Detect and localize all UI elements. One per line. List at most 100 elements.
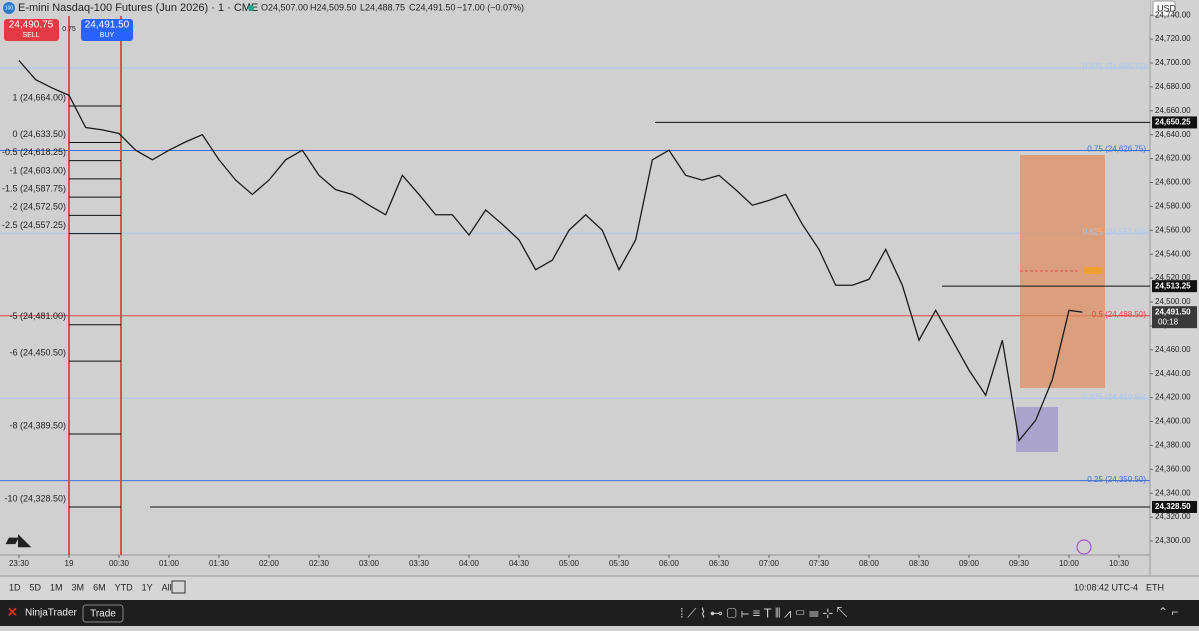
y-tick-label: 24,360.00: [1155, 464, 1191, 473]
buy-price: 24,491.50: [85, 20, 130, 31]
buy-label: BUY: [100, 32, 115, 39]
y-tick-label: 24,580.00: [1155, 202, 1191, 211]
countdown: 00:18: [1158, 317, 1179, 326]
y-tick-label: 24,740.00: [1155, 10, 1191, 19]
symbol-title: E-mini Nasdaq-100 Futures (Jun 2026) · 1…: [18, 2, 258, 14]
ohlc-high: H24,509.50: [310, 2, 357, 12]
x-tick-label: 08:00: [859, 559, 880, 568]
range-button[interactable]: 6M: [93, 582, 106, 592]
y-tick-label: 24,320.00: [1155, 512, 1191, 521]
level-label: -2.5 (24,557.25): [2, 220, 66, 230]
brand: NinjaTrader: [25, 608, 78, 619]
y-tick-label: 24,660.00: [1155, 106, 1191, 115]
x-tick-label: 04:30: [509, 559, 530, 568]
price-line: [18, 60, 1083, 443]
taskbar-controls[interactable]: ⌃ ⌐: [1158, 605, 1178, 619]
spread: 0.75: [62, 26, 76, 33]
currency[interactable]: USD: [1157, 3, 1177, 13]
price-tag: [1152, 280, 1197, 293]
y-tick-label: 24,380.00: [1155, 441, 1191, 450]
level-label: -6 (24,450.50): [9, 348, 66, 358]
y-tick-label: 24,640.00: [1155, 130, 1191, 139]
x-tick-label: 10:30: [1109, 559, 1130, 568]
y-tick-label: 24,540.00: [1155, 249, 1191, 258]
y-tick-label: 24,500.00: [1155, 297, 1191, 306]
fib-label: 0.875 (24,695.75): [1083, 62, 1146, 71]
x-tick-label: 10:00: [1059, 559, 1080, 568]
badge: 100: [5, 5, 14, 11]
x-tick-label: 09:00: [959, 559, 980, 568]
tv-logo: ▰◣: [5, 532, 32, 549]
sell-label: SELL: [22, 32, 39, 39]
x-tick-label: 23:30: [9, 559, 30, 568]
drawing-tools[interactable]: ⁞ ⟋ ⌇ ⊷ ▢ ⊢ ≡ T ⫴ ⩘ ▭ ☰ ⊹ ↖: [680, 605, 848, 620]
level-label: -8 (24,389.50): [9, 420, 66, 430]
y-tick-label: 24,300.00: [1155, 536, 1191, 545]
ohlc-open: O24,507.00: [261, 2, 308, 12]
fib-label: 0.75 (24,626.75): [1087, 145, 1146, 154]
level-label: -1 (24,603.00): [9, 165, 66, 175]
fib-label: 0.375 (24,419.50): [1083, 392, 1146, 401]
range-button[interactable]: 1D: [9, 582, 21, 592]
y-tick-label: 24,620.00: [1155, 154, 1191, 163]
fib-label: 0.625 (24,557.50): [1083, 227, 1146, 236]
price-tag-label: 24,650.25: [1155, 118, 1191, 127]
level-label: -1.5 (24,587.75): [2, 184, 66, 194]
x-tick-label: 01:00: [159, 559, 180, 568]
x-tick-label: 07:30: [809, 559, 830, 568]
ninja-logo: ✕: [7, 604, 18, 619]
x-tick-label: 06:30: [709, 559, 730, 568]
level-label: -0.5 (24,618.25): [2, 147, 66, 157]
fib-label: 0.5 (24,488.50): [1092, 310, 1147, 319]
x-tick-label: 04:00: [459, 559, 480, 568]
x-tick-label: 03:30: [409, 559, 430, 568]
y-tick-label: 24,340.00: [1155, 488, 1191, 497]
level-label: 0 (24,633.50): [12, 129, 66, 139]
y-tick-label: 24,400.00: [1155, 417, 1191, 426]
x-tick-label: 03:00: [359, 559, 380, 568]
x-tick-label: 07:00: [759, 559, 780, 568]
buy-button[interactable]: [81, 19, 133, 41]
fib-label: 0.25 (24,350.50): [1087, 475, 1146, 484]
y-tick-label: 24,420.00: [1155, 393, 1191, 402]
sell-button[interactable]: [4, 19, 59, 41]
price-tag-label: 24,328.50: [1155, 502, 1191, 511]
x-tick-label: 05:30: [609, 559, 630, 568]
x-tick-label: 19: [65, 559, 74, 568]
trade-label: Trade: [90, 609, 116, 620]
sell-price: 24,490.75: [9, 20, 54, 31]
x-tick-label: 05:00: [559, 559, 580, 568]
clock: 10:08:42 UTC-4: [1074, 582, 1138, 592]
x-tick-label: 08:30: [909, 559, 930, 568]
range-button[interactable]: 1Y: [142, 582, 153, 592]
last-price-label: 24,491.50: [1155, 307, 1191, 316]
x-tick-label: 02:00: [259, 559, 280, 568]
y-tick-label: 24,600.00: [1155, 178, 1191, 187]
y-tick-label: 24,700.00: [1155, 58, 1191, 67]
y-tick-label: 24,720.00: [1155, 34, 1191, 43]
session[interactable]: ETH: [1146, 582, 1164, 592]
price-tag: [1152, 116, 1197, 129]
last-price-tag: [1152, 306, 1197, 329]
ohlc-close: C24,491.50: [409, 2, 456, 12]
range-button[interactable]: All: [162, 582, 172, 592]
y-tick-label: 24,680.00: [1155, 82, 1191, 91]
range-button[interactable]: YTD: [115, 582, 134, 592]
x-tick-label: 02:30: [309, 559, 330, 568]
x-tick-label: 06:00: [659, 559, 680, 568]
trade-button[interactable]: [82, 604, 124, 623]
y-tick-label: 24,440.00: [1155, 369, 1191, 378]
level-label: -2 (24,572.50): [9, 202, 66, 212]
y-tick-label: 24,560.00: [1155, 225, 1191, 234]
price-tag: [1152, 500, 1197, 513]
x-tick-label: 01:30: [209, 559, 230, 568]
x-tick-label: 00:30: [109, 559, 130, 568]
level-label: 1 (24,664.00): [12, 92, 66, 102]
range-button[interactable]: 1M: [50, 582, 63, 592]
ohlc-change: −17.00 (−0.07%): [457, 2, 524, 12]
range-button[interactable]: 5D: [30, 582, 42, 592]
range-button[interactable]: 3M: [72, 582, 85, 592]
y-tick-label: 24,520.00: [1155, 273, 1191, 282]
